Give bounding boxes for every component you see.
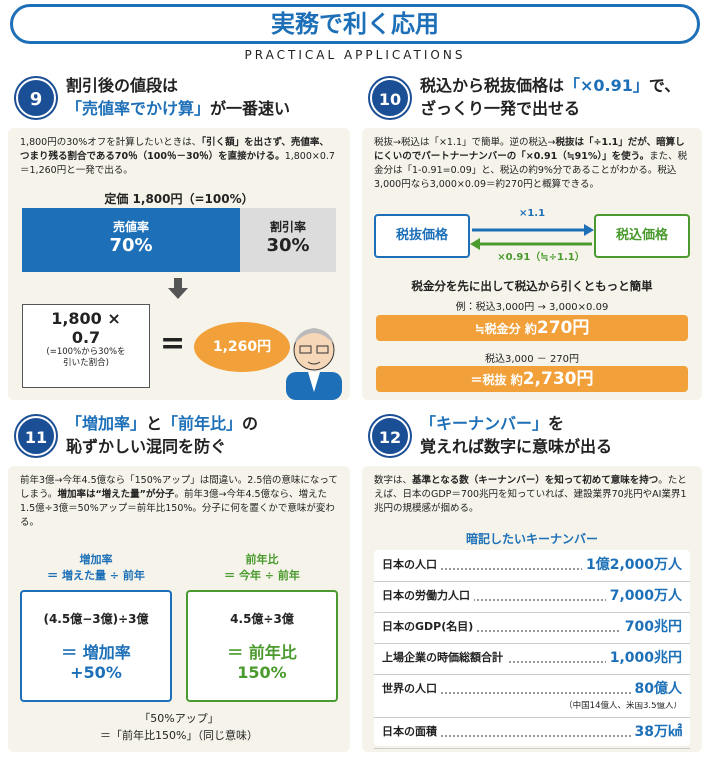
row-value: 1,000兆円 [605, 645, 682, 671]
row-value: 7,000万人 [605, 583, 682, 609]
illustration [286, 328, 342, 400]
bar-label: 定価 1,800円（=100%） [104, 192, 254, 206]
section-number: 9 [16, 78, 56, 118]
heading: 「キーナンバー」を 覚えれば数字に意味が出る [420, 414, 613, 456]
heading: 税込から税抜価格は「×0.91」で、 ざっくり一発で出せる [420, 76, 681, 118]
arrows [470, 224, 594, 250]
body-text: 前年3億→今年4.5億なら「150%アップ」は間違い。2.5倍の意味になってしま… [20, 475, 338, 528]
key-number-row: 世界の人口 80億人 （中国14億人、米国3.5億人） [374, 676, 690, 718]
step-label: 税込3,000 － 270円 [484, 354, 580, 365]
tip: 税金分を先に出して税込から引くともっと簡単 [411, 279, 653, 293]
leader-dots [382, 599, 682, 601]
subtitle: PRACTICAL APPLICATIONS [244, 48, 466, 62]
key-number-list: 日本の人口 1億2,000万人日本の労働力人口 7,000万人日本のGDP(名目) 7… [374, 550, 690, 749]
bar-segment: 売値率 70% [22, 208, 240, 272]
row-label: 世界の人口 [382, 676, 441, 702]
leader-dots [382, 692, 682, 694]
leader-dots [382, 735, 682, 737]
row-value: 38万㎢ [630, 719, 682, 745]
arrow [168, 278, 188, 299]
card: 1,800円の30%オフを計算したいときは、「引く額」を出さず、売値率、つまり残… [8, 128, 350, 400]
key-number-row: 日本の労働力人口 7,000万人 [374, 583, 690, 613]
leader-dots [382, 568, 682, 570]
body-text: 1,800円の30%オフを計算したいときは、「引く額」を出さず、売値率、つまり残… [20, 137, 335, 176]
row-label: 日本のGDP(名目) [382, 614, 478, 640]
section-number: 11 [16, 416, 56, 456]
card: 数字は、基準となる数（キーナンバー）を知って初めて意味を持つ。たとえば、日本のG… [362, 466, 702, 752]
column-box: 4.5億÷3億＝ 前年比 150% [186, 590, 338, 702]
card: 前年3億→今年4.5億なら「150%アップ」は間違い。2.5倍の意味になってしま… [8, 466, 350, 752]
row-label: 日本の人口 [382, 552, 441, 578]
leader-dots [382, 630, 682, 632]
card: 税抜→税込は「×1.1」で簡単。逆の税込→税抜は「÷1.1」だが、暗算しにくいの… [362, 128, 702, 400]
step-bar: ＝税抜 約2,730円 [376, 366, 688, 392]
formula-box: 1,800 × 0.7 (=100%から30%を 引いた割合) [22, 304, 150, 388]
arrow-label: ×1.1 [518, 208, 546, 219]
bar-segment: 割引率 30% [240, 208, 336, 272]
column-box: (4.5億−3億)÷3億＝ 増加率 +50% [20, 590, 172, 702]
column-title: 増加率＝ 増えた量 ÷ 前年 [47, 553, 145, 582]
section-number: 12 [370, 416, 410, 456]
body-text: 税抜→税込は「×1.1」で簡単。逆の税込→税抜は「÷1.1」だが、暗算しにくいの… [374, 137, 688, 190]
heading: 「増加率」と「前年比」の 恥ずかしい混同を防ぐ [66, 414, 259, 456]
title: 実務で利く応用 [10, 4, 700, 44]
key-number-row: 日本の面積 38万㎢ [374, 719, 690, 749]
key-number-row: 日本の人口 1億2,000万人 [374, 552, 690, 582]
result-bubble: 1,260円 [194, 322, 290, 372]
equals: = [160, 326, 186, 361]
key-number-row: 上場企業の時価総額合計 1,000兆円 [374, 645, 690, 675]
row-value: 700兆円 [620, 614, 682, 640]
row-value: 80億人 [630, 676, 682, 702]
example: 例：税込3,000円 → 3,000×0.09 [455, 302, 609, 313]
key-number-row: 日本のGDP(名目) 700兆円 [374, 614, 690, 644]
row-value: 1億2,000万人 [581, 552, 682, 578]
section-number: 10 [370, 78, 410, 118]
list-title: 暗記したいキーナンバー [465, 532, 598, 546]
leader-dots [382, 661, 682, 663]
column-title: 前年比＝ 今年 ÷ 前年 [224, 553, 300, 582]
body-text: 数字は、基準となる数（キーナンバー）を知って初めて意味を持つ。たとえば、日本のG… [374, 475, 687, 514]
row-label: 日本の労働力人口 [382, 583, 474, 609]
row-label: 上場企業の時価総額合計 [382, 645, 507, 671]
step-bar: ≒税金分 約270円 [376, 315, 688, 341]
row-note: （中国14億人、米国3.5億人） [564, 701, 682, 711]
flow-box: 税込価格 [594, 214, 690, 258]
footer-note: 「50%アップ」 ＝「前年比150%」（同じ意味） [100, 712, 258, 742]
heading: 割引後の値段は 「売値率でかけ算」が一番速い [66, 76, 291, 118]
flow-box: 税抜価格 [374, 214, 470, 258]
arrow-label: ×0.91（≒÷1.1） [497, 252, 585, 263]
row-label: 日本の面積 [382, 719, 441, 745]
